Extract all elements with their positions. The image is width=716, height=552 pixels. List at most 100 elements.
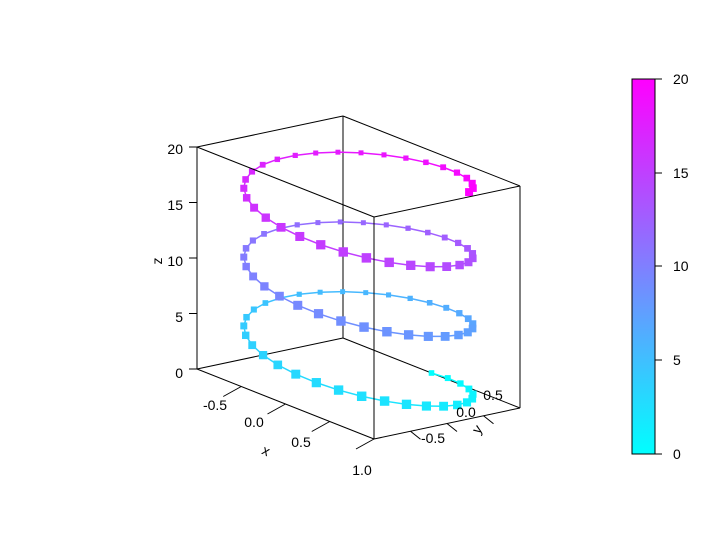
z-tick-label: 5 bbox=[175, 309, 183, 325]
data-point bbox=[457, 380, 464, 387]
data-point bbox=[425, 262, 435, 272]
data-point bbox=[240, 322, 248, 330]
z-tick-label: 20 bbox=[167, 141, 183, 157]
data-point bbox=[465, 385, 473, 393]
data-point bbox=[455, 239, 462, 247]
data-point bbox=[356, 391, 367, 402]
box-edge bbox=[267, 403, 286, 415]
data-point bbox=[423, 331, 433, 341]
data-point bbox=[464, 245, 471, 252]
data-point bbox=[456, 310, 463, 317]
series-line-segment bbox=[299, 291, 321, 296]
box-edge bbox=[342, 115, 521, 187]
data-point bbox=[407, 295, 413, 302]
x-tick-label: 0.0 bbox=[244, 414, 264, 430]
data-point bbox=[311, 378, 321, 388]
data-point bbox=[441, 234, 448, 241]
data-point bbox=[249, 237, 256, 244]
series-line-segment bbox=[295, 152, 316, 157]
data-point bbox=[440, 164, 447, 171]
data-point bbox=[453, 169, 461, 176]
data-point bbox=[383, 222, 389, 228]
colorbar-gradient bbox=[631, 78, 656, 455]
colorbar-tick-label: 20 bbox=[673, 71, 689, 87]
box-edge bbox=[410, 430, 421, 440]
z-tick-label: 0 bbox=[175, 365, 183, 381]
data-point bbox=[403, 330, 414, 340]
data-point bbox=[261, 213, 270, 222]
data-point bbox=[340, 289, 346, 295]
data-point bbox=[381, 152, 387, 158]
data-point bbox=[240, 253, 248, 261]
series-line-segment bbox=[337, 151, 362, 154]
data-point bbox=[292, 152, 298, 159]
data-point bbox=[293, 300, 303, 310]
data-point bbox=[240, 184, 248, 192]
series-line-segment bbox=[405, 157, 427, 164]
box-edge bbox=[223, 386, 242, 397]
data-point bbox=[425, 229, 431, 236]
data-point bbox=[243, 313, 250, 321]
box-edge bbox=[311, 421, 330, 432]
data-point bbox=[316, 240, 326, 250]
data-point bbox=[260, 282, 269, 291]
data-point bbox=[443, 304, 450, 311]
data-point bbox=[464, 258, 473, 267]
data-point bbox=[406, 260, 416, 270]
data-point bbox=[248, 341, 257, 350]
data-point bbox=[463, 328, 472, 337]
x-axis-label: x bbox=[260, 442, 273, 459]
data-point bbox=[361, 253, 372, 263]
series-line-segment bbox=[363, 221, 387, 226]
y-tick-label: 0.5 bbox=[483, 387, 503, 403]
data-point bbox=[428, 370, 435, 376]
data-point bbox=[440, 331, 450, 341]
data-point bbox=[379, 396, 390, 406]
x-axis: -0.5 0.0 0.5 1.0 x bbox=[203, 397, 372, 478]
series-line-segment bbox=[388, 294, 411, 300]
data-point bbox=[296, 291, 302, 297]
data-point bbox=[242, 262, 250, 271]
data-point bbox=[421, 401, 432, 411]
data-point bbox=[276, 222, 286, 232]
data-point bbox=[363, 290, 369, 296]
series-line-segment bbox=[317, 221, 341, 224]
data-point bbox=[405, 225, 411, 231]
data-point bbox=[335, 149, 341, 155]
z-axis-label: z bbox=[149, 258, 165, 265]
data-point bbox=[469, 320, 477, 328]
data-point bbox=[250, 203, 259, 212]
box-edge bbox=[196, 115, 344, 148]
z-axis: 0 5 10 15 20 z bbox=[149, 141, 183, 381]
box-edge bbox=[483, 415, 494, 425]
data-point bbox=[454, 330, 463, 340]
front-box-edges bbox=[189, 115, 521, 450]
x-tick-label: 1.0 bbox=[352, 462, 372, 478]
y-tick-label: -0.5 bbox=[421, 430, 445, 446]
data-point bbox=[337, 219, 343, 225]
data-point bbox=[313, 150, 319, 156]
box-edge bbox=[373, 185, 521, 218]
data-point bbox=[468, 324, 477, 333]
data-point bbox=[453, 400, 462, 410]
y-axis: -0.5 0.0 0.5 y bbox=[421, 387, 503, 446]
series-line-segment bbox=[407, 227, 428, 234]
x-tick-label: -0.5 bbox=[203, 397, 227, 413]
box-edge bbox=[196, 146, 375, 218]
data-point bbox=[262, 300, 269, 306]
data-point bbox=[464, 315, 472, 323]
data-point bbox=[249, 272, 258, 281]
data-point bbox=[313, 309, 324, 319]
data-point bbox=[250, 306, 257, 313]
series-line-segment bbox=[365, 291, 389, 296]
series-line-segment bbox=[383, 154, 407, 159]
data-point bbox=[275, 291, 284, 301]
colorbar-tick-label: 5 bbox=[673, 352, 681, 368]
data-point bbox=[384, 257, 394, 268]
z-tick-label: 10 bbox=[167, 253, 183, 269]
data-point bbox=[463, 174, 471, 182]
colorbar-tick-label: 10 bbox=[673, 258, 689, 274]
colorbar-tick-label: 0 bbox=[673, 446, 681, 462]
data-point bbox=[462, 398, 472, 407]
data-point bbox=[444, 375, 451, 382]
